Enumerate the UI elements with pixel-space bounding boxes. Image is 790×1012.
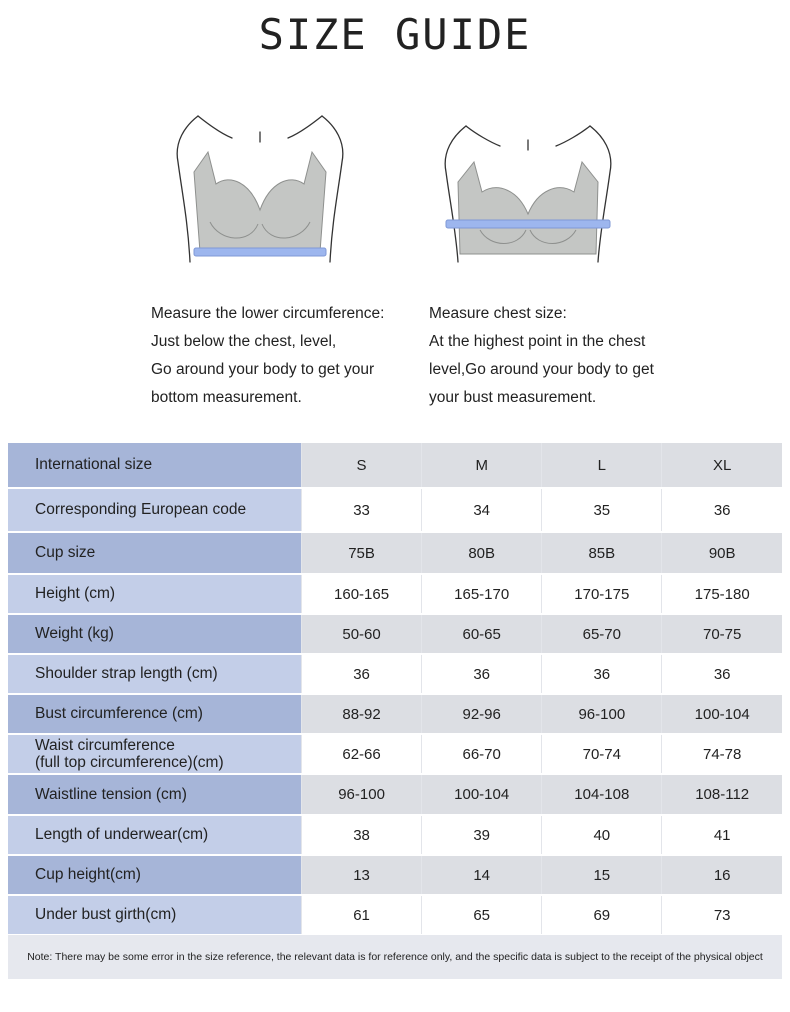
table-cell: 96-100 [541,694,662,735]
table-cell: 61 [300,895,422,936]
caption-line: At the highest point in the chest [429,333,646,350]
table-row: Weight (kg) 50-60 60-65 65-70 70-75 [8,614,782,655]
table-cell: 108-112 [661,774,782,816]
row-label: Corresponding European code [8,488,302,533]
bra-bust-measure-illustration [428,112,628,272]
table-row: Bust circumference (cm) 88-92 92-96 96-1… [8,694,782,735]
table-cell: 15 [541,855,662,896]
table-cell: L [541,443,662,489]
table-cell: 70-74 [541,734,662,775]
bra-underbust-measure-illustration [160,112,360,272]
table-cell: 80B [421,532,542,575]
caption-line: level,Go around your body to get [429,361,654,378]
table-cell: 90B [661,532,782,575]
table-cell: 40 [541,815,662,856]
table-row: Under bust girth(cm) 61 65 69 73 [8,895,782,936]
table-cell: 36 [661,654,782,695]
table-cell: 70-75 [661,614,782,655]
table-row: Corresponding European code 33 34 35 36 [8,488,782,533]
table-row: Cup height(cm) 13 14 15 16 [8,855,782,896]
table-cell: 73 [661,895,782,936]
table-cell: 66-70 [421,734,542,775]
table-cell: 36 [661,488,782,533]
table-cell: S [300,443,422,489]
table-cell: 100-104 [661,694,782,735]
table-cell: 62-66 [300,734,422,775]
table-cell: 36 [541,654,662,695]
table-row: Height (cm) 160-165 165-170 170-175 175-… [8,574,782,615]
table-cell: 65 [421,895,542,936]
caption-line: Just below the chest, level, [151,333,337,350]
caption-line: bottom measurement. [151,389,302,406]
row-label: Cup size [8,532,302,575]
table-cell: 38 [300,815,422,856]
table-cell: 41 [661,815,782,856]
table-cell: M [421,443,542,489]
row-label: Under bust girth(cm) [8,895,302,936]
row-label: Shoulder strap length (cm) [8,654,302,695]
bust-instructions: Measure chest size: At the highest point… [429,300,654,412]
table-cell: 165-170 [421,574,542,615]
caption-line: Measure the lower circumference: [151,305,385,322]
table-cell: 88-92 [300,694,422,735]
table-cell: 16 [661,855,782,896]
table-cell: 36 [421,654,542,695]
table-cell: 14 [421,855,542,896]
row-label: Waist circumference (full top circumfere… [8,734,302,775]
row-label: Length of underwear(cm) [8,815,302,856]
row-label: Weight (kg) [8,614,302,655]
table-cell: 170-175 [541,574,662,615]
row-label: Height (cm) [8,574,302,615]
table-cell: 175-180 [661,574,782,615]
table-cell: 13 [300,855,422,896]
table-cell: XL [661,443,782,489]
page-title: SIZE GUIDE [258,10,532,59]
row-label: Bust circumference (cm) [8,694,302,735]
table-cell: 50-60 [300,614,422,655]
disclaimer-note: Note: There may be some error in the siz… [8,935,782,979]
table-row: International size S M L XL [8,443,782,489]
table-cell: 60-65 [421,614,542,655]
table-row: Cup size 75B 80B 85B 90B [8,532,782,575]
table-cell: 160-165 [300,574,422,615]
table-cell: 92-96 [421,694,542,735]
table-cell: 104-108 [541,774,662,816]
table-row: Waistline tension (cm) 96-100 100-104 10… [8,774,782,816]
table-cell: 96-100 [300,774,422,816]
row-label-line: Waist circumference [35,737,175,754]
table-cell: 74-78 [661,734,782,775]
underbust-instructions: Measure the lower circumference: Just be… [151,300,384,412]
table-cell: 35 [541,488,662,533]
row-label: International size [8,443,302,489]
row-label: Cup height(cm) [8,855,302,896]
table-cell: 34 [421,488,542,533]
row-label: Waistline tension (cm) [8,774,302,816]
table-cell: 36 [300,654,422,695]
caption-line: Go around your body to get your [151,361,375,378]
table-cell: 75B [300,532,422,575]
table-row: Shoulder strap length (cm) 36 36 36 36 [8,654,782,695]
table-row: Length of underwear(cm) 38 39 40 41 [8,815,782,856]
caption-line: your bust measurement. [429,389,597,406]
table-cell: 69 [541,895,662,936]
table-cell: 65-70 [541,614,662,655]
caption-line: Measure chest size: [429,305,567,322]
table-cell: 85B [541,532,662,575]
row-label-line: (full top circumference)(cm) [35,754,224,771]
table-cell: 33 [300,488,422,533]
table-row: Waist circumference (full top circumfere… [8,734,782,775]
size-chart-table: International size S M L XL Correspondin… [8,443,782,936]
table-cell: 100-104 [421,774,542,816]
table-cell: 39 [421,815,542,856]
